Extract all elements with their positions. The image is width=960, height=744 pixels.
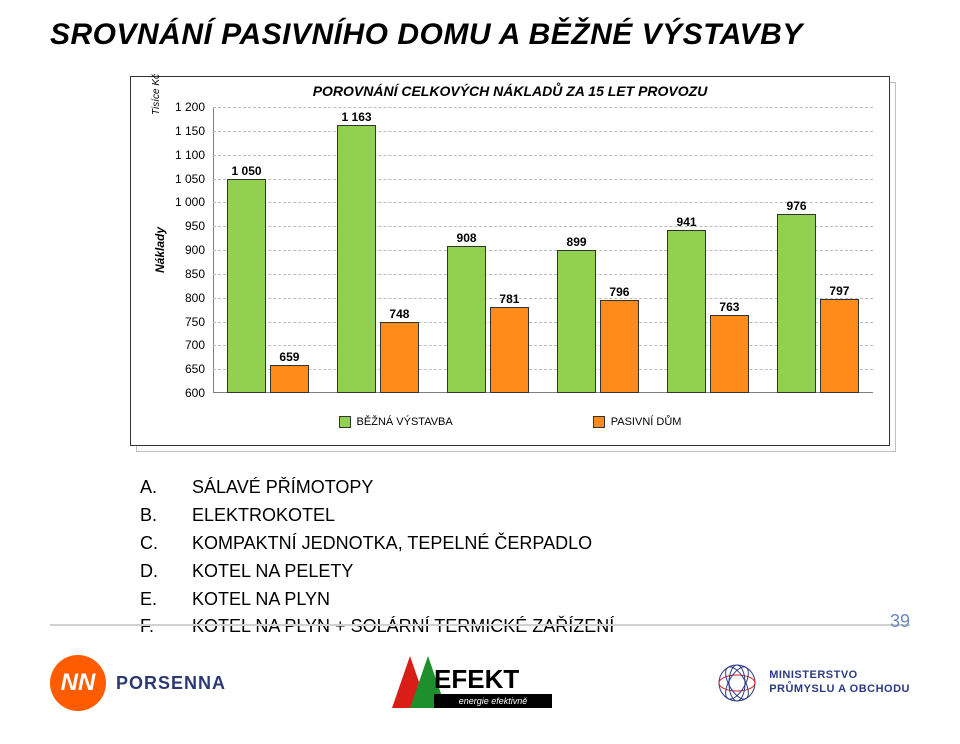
porsenna-text: PORSENNA xyxy=(116,673,226,694)
bar: 781 xyxy=(490,307,529,393)
bar: 797 xyxy=(820,299,859,393)
y-tick: 1 200 xyxy=(175,100,205,114)
footer: NN PORSENNA EFEKT energie efektivně xyxy=(50,638,910,728)
gridline xyxy=(213,202,873,203)
gridline xyxy=(213,274,873,275)
bar-value-label: 1 050 xyxy=(228,164,265,180)
y-tick: 800 xyxy=(185,291,205,305)
bar-value-label: 763 xyxy=(711,300,748,316)
bar-value-label: 899 xyxy=(558,235,595,251)
logo-efekt: EFEKT energie efektivně xyxy=(386,648,556,718)
list-item: A. SÁLAVÉ PŘÍMOTOPY xyxy=(140,474,910,502)
gridline xyxy=(213,250,873,251)
bar-value-label: 796 xyxy=(601,285,638,301)
y-tick: 750 xyxy=(185,315,205,329)
bar: 659 xyxy=(270,365,309,393)
y-tick: 1 000 xyxy=(175,195,205,209)
bar-value-label: 976 xyxy=(778,199,815,215)
bar-value-label: 1 163 xyxy=(338,110,375,126)
list-text: ELEKTROKOTEL xyxy=(192,502,335,530)
porsenna-disc-icon: NN xyxy=(50,655,106,711)
bar: 1 163 xyxy=(337,125,376,393)
list-letter: C. xyxy=(140,530,164,558)
legend-swatch-pasivni xyxy=(593,416,605,428)
bar-value-label: 941 xyxy=(668,215,705,231)
bar-value-label: 797 xyxy=(821,284,858,300)
legend-item-pasivni: PASIVNÍ DŮM xyxy=(593,416,682,428)
plot-wrap: Náklady Tisíce Kč 6006507007508008509009… xyxy=(137,107,879,393)
efekt-main-text: EFEKT xyxy=(434,664,519,694)
list-text: KOTEL NA PELETY xyxy=(192,558,353,586)
plot-area: 1 0506591 163748908781899796941763976797 xyxy=(213,107,873,393)
chart-title: POROVNÁNÍ CELKOVÝCH NÁKLADŮ ZA 15 LET PR… xyxy=(131,83,889,99)
logo-porsenna: NN PORSENNA xyxy=(50,655,226,711)
ministry-line1: MINISTERSTVO xyxy=(769,669,910,683)
legend-swatch-bezna xyxy=(339,416,351,428)
y-tick: 1 100 xyxy=(175,148,205,162)
list-text: KOTEL NA PLYN xyxy=(192,586,330,614)
page-title: SROVNÁNÍ PASIVNÍHO DOMU A BĚŽNÉ VÝSTAVBY xyxy=(50,18,910,52)
list-text: KOMPAKTNÍ JEDNOTKA, TEPELNÉ ČERPADLO xyxy=(192,530,592,558)
logo-ministry: MINISTERSTVO PRŮMYSLU A OBCHODU xyxy=(715,661,910,705)
y-labels: Náklady Tisíce Kč xyxy=(137,107,159,393)
bar: 796 xyxy=(600,300,639,393)
y-tick: 700 xyxy=(185,338,205,352)
globe-icon xyxy=(715,661,759,705)
y-tick: 1 050 xyxy=(175,172,205,186)
bar: 763 xyxy=(710,315,749,393)
bar: 899 xyxy=(557,250,596,393)
porsenna-nn: NN xyxy=(61,669,96,697)
list-item: D. KOTEL NA PELETY xyxy=(140,558,910,586)
list-letter: B. xyxy=(140,502,164,530)
bar-value-label: 659 xyxy=(271,350,308,366)
legend-label-bezna: BĚŽNÁ VÝSTAVBA xyxy=(357,416,453,428)
page-number: 39 xyxy=(890,611,910,632)
y-tick: 850 xyxy=(185,267,205,281)
chart-frame: POROVNÁNÍ CELKOVÝCH NÁKLADŮ ZA 15 LET PR… xyxy=(130,76,890,446)
legend-label-pasivni: PASIVNÍ DŮM xyxy=(611,416,682,428)
gridline xyxy=(213,369,873,370)
y-tick: 1 150 xyxy=(175,124,205,138)
list-letter: E. xyxy=(140,586,164,614)
y-ticks: 6006507007508008509009501 0001 0501 1001… xyxy=(165,107,209,393)
gridline xyxy=(213,298,873,299)
gridline xyxy=(213,131,873,132)
bar: 748 xyxy=(380,322,419,393)
efekt-icon: EFEKT energie efektivně xyxy=(386,648,556,718)
gridline xyxy=(213,345,873,346)
ministry-line2: PRŮMYSLU A OBCHODU xyxy=(769,683,910,697)
page-root: SROVNÁNÍ PASIVNÍHO DOMU A BĚŽNÉ VÝSTAVBY… xyxy=(0,0,960,744)
chart-container: POROVNÁNÍ CELKOVÝCH NÁKLADŮ ZA 15 LET PR… xyxy=(130,76,890,446)
y-tick: 900 xyxy=(185,243,205,257)
list-letter: A. xyxy=(140,474,164,502)
ministry-text: MINISTERSTVO PRŮMYSLU A OBCHODU xyxy=(769,669,910,697)
y-tick: 650 xyxy=(185,362,205,376)
gridline xyxy=(213,107,873,108)
list-item: B. ELEKTROKOTEL xyxy=(140,502,910,530)
list-item: E. KOTEL NA PLYN xyxy=(140,586,910,614)
footer-rule xyxy=(50,624,910,626)
bar: 941 xyxy=(667,230,706,393)
bar: 976 xyxy=(777,214,816,393)
bar-value-label: 781 xyxy=(491,292,528,308)
gridline xyxy=(213,179,873,180)
y-tick: 950 xyxy=(185,219,205,233)
bar: 1 050 xyxy=(227,179,266,394)
gridline xyxy=(213,322,873,323)
gridline xyxy=(213,226,873,227)
bar-value-label: 748 xyxy=(381,307,418,323)
y-axis-unit: Tisíce Kč xyxy=(151,74,162,115)
legend-item-bezna: BĚŽNÁ VÝSTAVBA xyxy=(339,416,453,428)
bar: 908 xyxy=(447,246,486,393)
list-letter: D. xyxy=(140,558,164,586)
list-item: C. KOMPAKTNÍ JEDNOTKA, TEPELNÉ ČERPADLO xyxy=(140,530,910,558)
gridline xyxy=(213,155,873,156)
legend: BĚŽNÁ VÝSTAVBA PASIVNÍ DŮM xyxy=(131,407,889,437)
x-axis-line xyxy=(213,392,873,393)
options-list: A. SÁLAVÉ PŘÍMOTOPY B. ELEKTROKOTEL C. KOMPAK… xyxy=(140,474,910,641)
efekt-sub-text: energie efektivně xyxy=(458,696,527,706)
bar-value-label: 908 xyxy=(448,231,485,247)
y-tick: 600 xyxy=(185,386,205,400)
list-text: SÁLAVÉ PŘÍMOTOPY xyxy=(192,474,373,502)
